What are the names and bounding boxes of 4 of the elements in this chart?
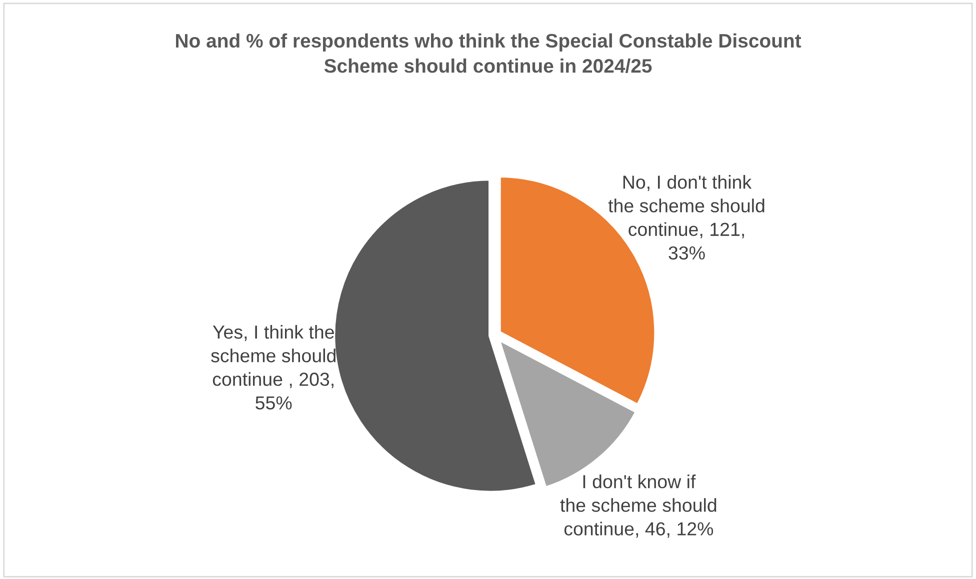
slice-label: No, I don't think the scheme should continue, 121, 33% bbox=[608, 175, 764, 260]
slice-label: I don't know if the scheme should continue, 46, 12% bbox=[560, 474, 716, 538]
chart-title: No and % of respondents who think the Special Constable Discount Scheme should continue in 2024/25 bbox=[176, 33, 802, 74]
slice-label: Yes, I think the scheme should continue , 203, 55% bbox=[211, 324, 336, 410]
